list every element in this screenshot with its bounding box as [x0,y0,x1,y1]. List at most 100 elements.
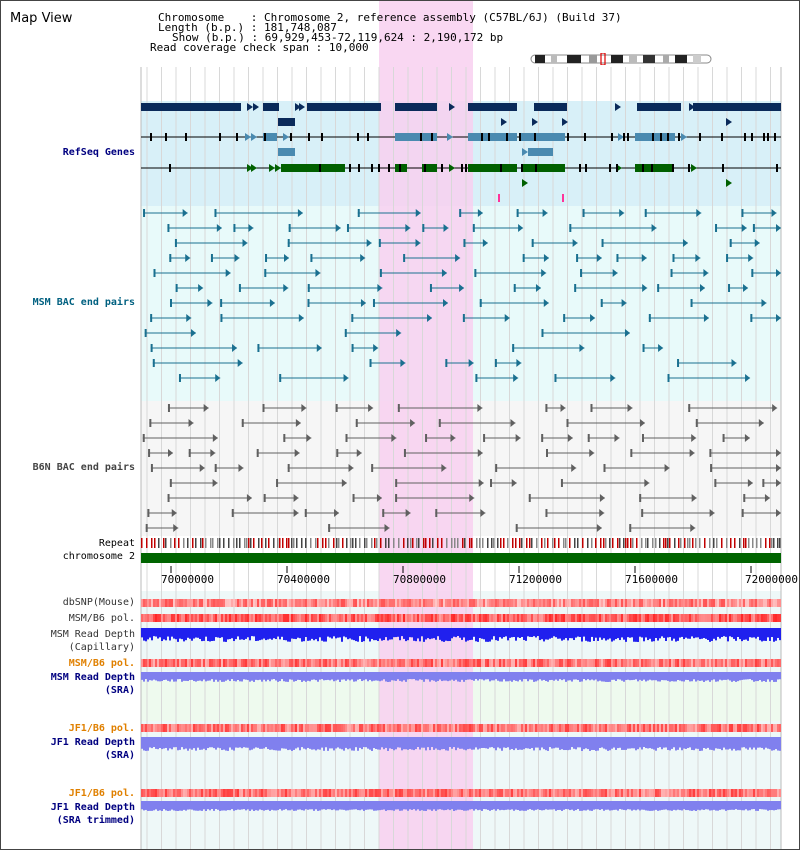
read-depth-bar [607,737,609,751]
pol-heat-cell [569,599,571,607]
read-depth-bar [301,628,303,642]
repeat-mark [769,538,771,548]
pol-heat-cell [729,789,731,797]
pol-heat-cell [305,614,307,622]
read-depth-bar [525,801,527,811]
read-depth-bar [623,801,625,810]
pol-heat-cell [507,659,509,667]
read-depth-bar [251,801,253,810]
read-depth-bar [251,737,253,750]
read-depth-bar [735,628,737,641]
dbsnp-label[interactable]: dbSNP(Mouse) [62,597,135,608]
msm-bac-pair-end [728,284,731,292]
read-depth-bar [331,801,333,811]
repeat-mark [158,538,160,548]
pol-heat-cell [445,599,447,607]
pol-heat-cell [699,599,701,607]
pol-heat-cell [409,724,411,732]
read-depth-bar [523,628,525,640]
read-depth-bar [197,672,199,681]
gene-exon-tick [763,133,765,141]
pol-heat-cell [267,599,269,607]
pol-heat-cell [619,599,621,607]
pol-heat-cell [393,789,395,797]
jf1-b6-pol-trim-label[interactable]: JF1/B6 pol. [68,788,135,799]
read-depth-bar [509,628,511,638]
repeat-mark [636,538,638,548]
pol-heat-cell [589,659,591,667]
pol-heat-cell [333,659,335,667]
pol-heat-cell [253,789,255,797]
read-depth-bar [479,801,481,810]
repeat-mark [277,538,279,548]
pol-heat-cell [607,659,609,667]
read-depth-bar [651,628,653,642]
read-depth-bar [447,737,449,751]
read-depth-bar [751,737,753,750]
pol-heat-cell [547,789,549,797]
msm-read-depth-capillary-label[interactable]: MSM Read Depth [50,629,135,640]
pol-heat-cell [197,599,199,607]
pol-heat-cell [217,659,219,667]
read-depth-bar [641,737,643,750]
b6n-bac-pair-arrow [560,404,566,412]
read-depth-bar [251,628,253,637]
pol-heat-cell [363,614,365,622]
pol-heat-cell [573,599,575,607]
read-depth-bar [675,628,677,642]
pol-heat-cell [591,724,593,732]
repeat-mark [627,538,629,548]
read-depth-bar [601,801,603,810]
pol-heat-cell [555,659,557,667]
pol-heat-cell [345,789,347,797]
read-depth-bar [755,628,757,639]
pol-heat-cell [357,614,359,622]
msm-read-depth-sra-label[interactable]: MSM Read Depth [50,672,135,683]
b6n-bac-pair-end [382,509,385,517]
read-depth-bar [345,672,347,681]
pol-heat-cell [363,659,365,667]
read-depth-bar [349,737,351,749]
pol-heat-cell [181,724,183,732]
msm-b6-pol-label[interactable]: MSM/B6 pol. [68,613,135,624]
read-depth-bar [149,737,151,748]
read-depth-bar [183,628,185,642]
pol-heat-cell [147,614,149,622]
b6n-bac-pair-arrow [644,479,650,487]
b6n-bac-end-pairs-label[interactable]: B6N BAC end pairs [32,462,135,473]
msm-bac-end-pairs-label[interactable]: MSM BAC end pairs [32,297,135,308]
pol-heat-cell [657,659,659,667]
pol-heat-cell [465,659,467,667]
read-depth-bar [159,672,161,682]
refseq-genes-label[interactable]: RefSeq Genes [62,147,135,158]
gene-strand-arrow [522,148,528,156]
msm-b6-pol-sra-label[interactable]: MSM/B6 pol. [68,658,135,669]
pol-heat-cell [771,659,773,667]
pol-heat-cell [163,724,165,732]
jf1-read-depth-trimmed-label[interactable]: JF1 Read Depth [50,802,135,813]
read-depth-bar [161,672,163,682]
pol-heat-cell [465,724,467,732]
pol-heat-cell [507,614,509,622]
read-depth-bar [287,672,289,682]
read-depth-bar [223,801,225,811]
read-depth-bar [673,737,675,748]
read-depth-bar [575,628,577,638]
jf1-b6-pol-label[interactable]: JF1/B6 pol. [68,723,135,734]
read-depth-bar [615,628,617,640]
pol-heat-cell [779,659,781,667]
pol-heat-cell [355,659,357,667]
read-depth-bar [385,628,387,638]
pol-heat-cell [765,724,767,732]
read-depth-bar [625,801,627,811]
jf1-read-depth-sra-label[interactable]: JF1 Read Depth [50,737,135,748]
pol-heat-cell [205,614,207,622]
pol-heat-cell [669,724,671,732]
msm-bac-pair-arrow [315,269,321,277]
gene-exon-tick [567,133,569,141]
pol-heat-cell [685,599,687,607]
chromosome-ideogram[interactable] [529,53,713,65]
read-depth-bar [649,672,651,680]
pol-heat-cell [337,724,339,732]
pol-heat-cell [495,724,497,732]
